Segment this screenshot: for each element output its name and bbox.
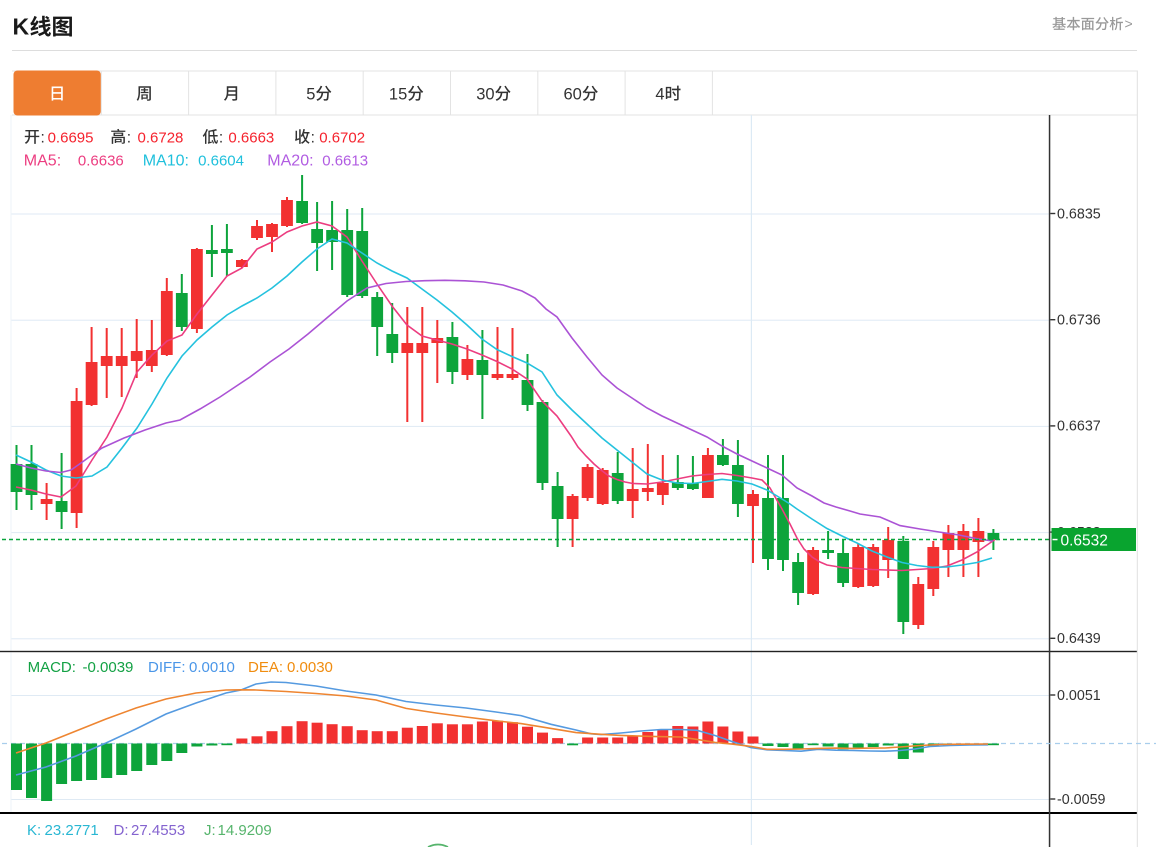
svg-text:J:: J: xyxy=(204,822,216,839)
svg-text:0.6736: 0.6736 xyxy=(1057,313,1101,329)
svg-text:0.6604: 0.6604 xyxy=(198,153,244,170)
svg-text:0.0030: 0.0030 xyxy=(287,659,333,676)
svg-text::: : xyxy=(41,130,45,147)
svg-text:0.6532: 0.6532 xyxy=(1061,532,1108,549)
svg-text:23.2771: 23.2771 xyxy=(45,822,99,839)
svg-text:0.6663: 0.6663 xyxy=(228,130,274,147)
svg-text:15: 15 xyxy=(389,86,407,104)
svg-text:30: 30 xyxy=(476,86,494,104)
svg-text:D:: D: xyxy=(114,822,129,839)
svg-text::: : xyxy=(127,130,131,147)
svg-text:MA5:: MA5: xyxy=(24,153,61,170)
svg-text:0.6613: 0.6613 xyxy=(322,153,368,170)
svg-text:27.4553: 27.4553 xyxy=(131,822,185,839)
svg-text:0.6636: 0.6636 xyxy=(78,153,124,170)
svg-text:>: > xyxy=(1125,16,1133,32)
svg-text:MACD:: MACD: xyxy=(28,659,76,676)
svg-text:K: K xyxy=(13,14,30,40)
svg-text:5: 5 xyxy=(306,86,315,104)
svg-text:MA10:: MA10: xyxy=(143,153,189,170)
svg-text:0.6637: 0.6637 xyxy=(1057,419,1101,435)
svg-text:MA20:: MA20: xyxy=(267,153,313,170)
svg-text:DEA:: DEA: xyxy=(248,659,283,676)
svg-text:K:: K: xyxy=(27,822,41,839)
svg-text:0.6702: 0.6702 xyxy=(319,130,365,147)
svg-text:0.6695: 0.6695 xyxy=(48,130,94,147)
svg-text:-0.0059: -0.0059 xyxy=(1057,792,1106,808)
svg-text:0.0010: 0.0010 xyxy=(189,659,235,676)
svg-text::: : xyxy=(219,130,223,147)
svg-text:14.9209: 14.9209 xyxy=(218,822,272,839)
svg-text:4: 4 xyxy=(655,86,664,104)
svg-text:0.6728: 0.6728 xyxy=(138,130,184,147)
svg-text:-0.0039: -0.0039 xyxy=(83,659,134,676)
svg-text:60: 60 xyxy=(564,86,582,104)
svg-text:0.6439: 0.6439 xyxy=(1057,631,1101,647)
svg-text::: : xyxy=(311,130,315,147)
svg-text:0.6835: 0.6835 xyxy=(1057,206,1101,222)
svg-text:DIFF:: DIFF: xyxy=(148,659,186,676)
svg-text:0.0051: 0.0051 xyxy=(1057,688,1101,704)
